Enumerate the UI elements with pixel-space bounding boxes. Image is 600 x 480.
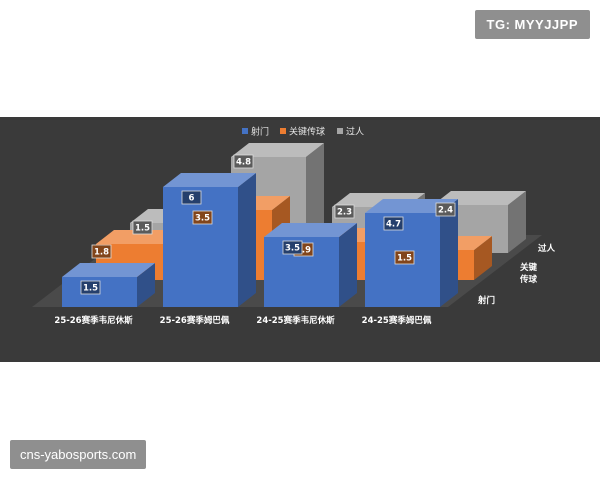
value-label: 1.5: [394, 250, 415, 265]
value-label-text: 6: [189, 194, 195, 204]
bars: [62, 143, 526, 307]
value-label-text: 4.8: [236, 158, 251, 168]
depth-axis-label: 射门: [477, 295, 495, 306]
legend-item-1: 关键传球: [280, 126, 325, 138]
value-label-box: [334, 204, 355, 219]
value-label-box: [233, 154, 254, 169]
legend-item-0: 射门: [242, 126, 269, 138]
value-label: 3.5: [282, 240, 303, 255]
chart-panel: 射门 关键传球 过人 1.5 4.8 2.3 2.4 1.8 3.5 1.9 1.5 1.5 6 3.5…: [0, 117, 600, 362]
bar-top: [264, 223, 357, 237]
bar-side: [474, 236, 492, 280]
value-label-text: 2.3: [337, 208, 352, 218]
bar-top: [365, 199, 458, 213]
legend-label: 射门: [251, 126, 269, 138]
legend-label: 关键传球: [289, 126, 325, 138]
value-label-text: 1.5: [135, 224, 150, 234]
watermark-top: TG: MYYJJPP: [474, 10, 590, 39]
legend-label: 过人: [346, 126, 364, 138]
value-label-box: [394, 250, 415, 265]
value-label-box: [181, 190, 202, 205]
bar-top: [62, 263, 155, 277]
bar-s0-c2: [264, 223, 357, 307]
depth-axis-label: 关键传球: [519, 262, 538, 285]
value-label-box: [282, 240, 303, 255]
chart-svg: 射门 关键传球 过人 1.54.82.3 2.41.83.51.91.51.563.5…: [0, 117, 600, 362]
value-label-text: 1.8: [94, 248, 109, 258]
value-label: 1.5: [132, 220, 153, 235]
category-label: 24-25赛季韦尼休斯: [256, 315, 335, 326]
bar-top: [163, 173, 256, 187]
value-label: 2.3: [334, 204, 355, 219]
bar-top: [231, 143, 324, 157]
watermark-bottom: cns-yabosports.com: [10, 440, 147, 469]
value-label: 1.8: [91, 244, 112, 259]
bar-s0-c1: [163, 173, 256, 307]
category-label: 24-25赛季姆巴佩: [362, 315, 432, 326]
category-label: 25-26赛季姆巴佩: [160, 315, 230, 326]
category-label: 25-26赛季韦尼休斯: [54, 315, 133, 326]
bar-side: [440, 199, 458, 307]
value-label-box: [435, 202, 456, 217]
value-label: 4.7: [383, 216, 404, 231]
value-label: 4.8: [233, 154, 254, 169]
value-label: 2.4: [435, 202, 456, 217]
legend-swatch: [280, 128, 286, 134]
labels: 1.54.82.3 2.41.83.51.91.51.563.54.725-26赛…: [54, 154, 556, 326]
bar-side: [508, 191, 526, 253]
legend-item-2: 过人: [337, 126, 364, 138]
value-label-text: 3.5: [285, 244, 300, 254]
value-label-text: 1.5: [397, 254, 412, 264]
legend-swatch: [337, 128, 343, 134]
value-label-text: 1.5: [83, 284, 98, 294]
value-label-text: 1.9: [296, 246, 311, 256]
value-label-box: [91, 244, 112, 259]
value-label-text: 2.4: [438, 206, 453, 216]
bar-side: [137, 263, 155, 307]
legend: 射门 关键传球 过人: [242, 126, 364, 138]
bar-side: [339, 223, 357, 307]
bar-side: [238, 173, 256, 307]
value-label: 1.5: [80, 280, 101, 295]
value-label-text: 4.7: [386, 220, 401, 230]
bar-front: [163, 187, 238, 307]
legend-swatch: [242, 128, 248, 134]
bar-s0-c0: [62, 263, 155, 307]
value-label-text: 3.5: [195, 214, 210, 224]
value-label: 3.5: [192, 210, 213, 225]
value-label: 6: [181, 190, 202, 205]
value-label-box: [192, 210, 213, 225]
value-label-box: [80, 280, 101, 295]
value-label-box: [132, 220, 153, 235]
depth-axis-label: 过人: [538, 243, 556, 254]
value-label-box: [383, 216, 404, 231]
